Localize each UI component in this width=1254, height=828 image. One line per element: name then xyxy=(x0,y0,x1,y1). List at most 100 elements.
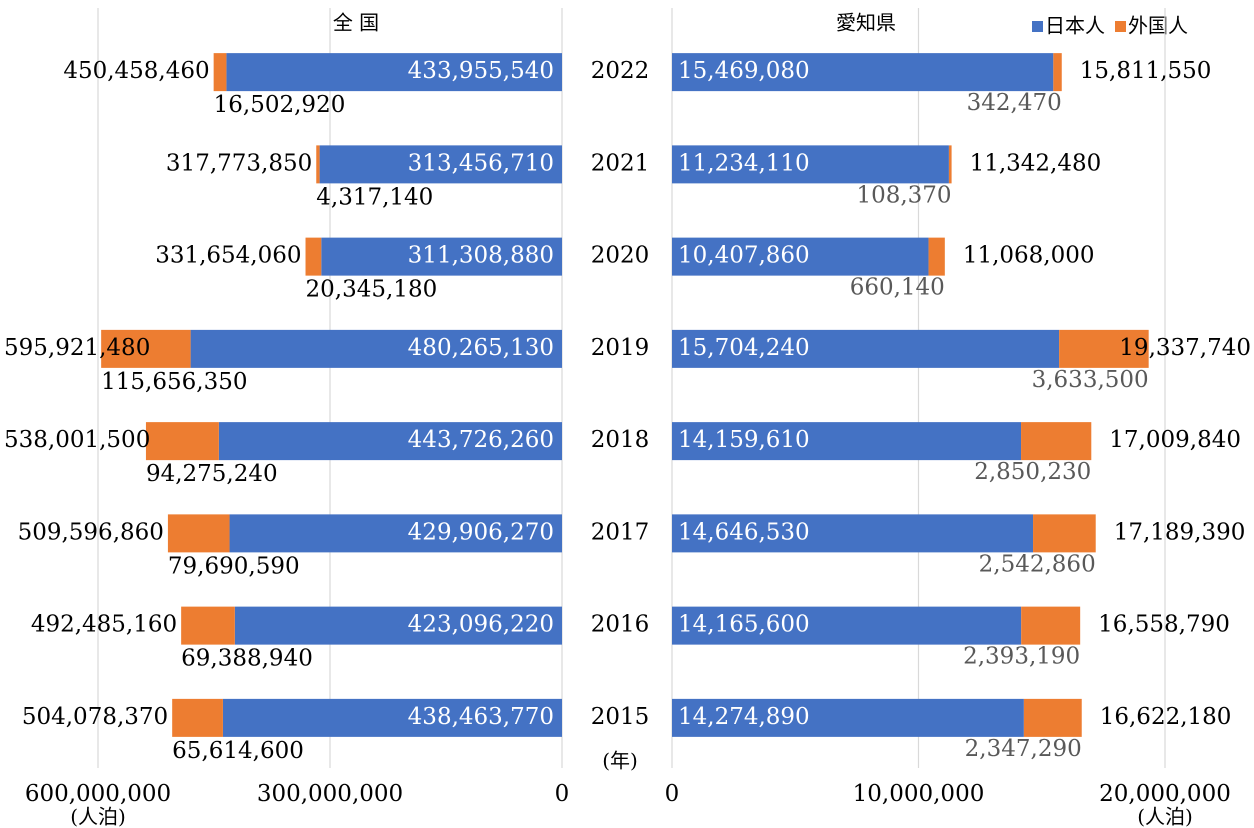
value-label: 14,646,530 xyxy=(678,519,810,545)
y-tick-label: 2017 xyxy=(591,519,650,545)
value-label: 94,275,240 xyxy=(146,461,278,487)
bar-segment xyxy=(948,145,952,184)
bar-segment xyxy=(1059,329,1149,368)
bar-segment xyxy=(305,237,322,276)
value-label: 433,955,540 xyxy=(408,58,554,84)
x-tick-label: 300,000,000 xyxy=(257,781,403,807)
total-label: 16,558,790 xyxy=(1098,612,1230,638)
y-tick-label: 2019 xyxy=(591,335,650,361)
total-label: 595,921,480 xyxy=(4,335,150,361)
y-tick-label: 2015 xyxy=(591,704,650,730)
total-label: 317,773,850 xyxy=(166,150,312,176)
bar-segment xyxy=(101,329,191,368)
value-label: 14,165,600 xyxy=(678,612,810,638)
bar-segment xyxy=(672,329,1060,368)
bar-segment xyxy=(1021,606,1081,645)
value-label: 11,234,110 xyxy=(678,150,810,176)
bar-segment xyxy=(672,53,1054,92)
value-label: 438,463,770 xyxy=(408,704,554,730)
total-label: 504,078,370 xyxy=(22,704,168,730)
value-label: 14,159,610 xyxy=(678,427,810,453)
x-axis-label: (人泊) xyxy=(70,805,126,828)
legend-label: 外国人 xyxy=(1128,14,1188,38)
value-label: 108,370 xyxy=(856,182,951,208)
bar-segment xyxy=(145,422,219,461)
value-label: 480,265,130 xyxy=(408,335,554,361)
total-label: 17,009,840 xyxy=(1109,427,1241,453)
bar-segment xyxy=(672,514,1034,553)
legend-swatch xyxy=(1032,21,1043,32)
total-label: 538,001,500 xyxy=(4,427,150,453)
bar-segment xyxy=(319,145,562,184)
y-tick-label: 2022 xyxy=(591,58,650,84)
panel-title: 愛知県 xyxy=(836,11,896,35)
bar-segment xyxy=(316,145,320,184)
value-label: 429,906,270 xyxy=(408,519,554,545)
value-label: 311,308,880 xyxy=(408,243,554,269)
total-label: 331,654,060 xyxy=(155,243,301,269)
total-label: 15,811,550 xyxy=(1080,58,1212,84)
y-axis-label: (年) xyxy=(602,749,638,773)
bar-segment xyxy=(190,329,562,368)
value-label: 15,704,240 xyxy=(678,335,810,361)
total-label: 19,337,740 xyxy=(1119,335,1251,361)
value-label: 2,393,190 xyxy=(963,644,1080,670)
x-tick-label: 10,000,000 xyxy=(853,781,985,807)
bar-segment xyxy=(1023,698,1082,737)
value-label: 2,347,290 xyxy=(965,736,1082,762)
bar-segment xyxy=(181,606,235,645)
value-label: 3,633,500 xyxy=(1032,367,1149,393)
value-label: 14,274,890 xyxy=(678,704,810,730)
value-label: 313,456,710 xyxy=(408,150,554,176)
bar-segment xyxy=(672,698,1024,737)
value-label: 660,140 xyxy=(850,275,945,301)
x-tick-label: 0 xyxy=(665,781,680,807)
x-tick-label: 0 xyxy=(555,781,570,807)
value-label: 115,656,350 xyxy=(101,369,247,395)
legend-label: 日本人 xyxy=(1045,14,1105,38)
bar-segment xyxy=(222,698,562,737)
bar-segment xyxy=(1033,514,1096,553)
total-label: 509,596,860 xyxy=(18,519,164,545)
value-label: 443,726,260 xyxy=(408,427,554,453)
value-label: 342,470 xyxy=(967,90,1062,116)
total-label: 492,485,160 xyxy=(31,612,177,638)
total-label: 11,068,000 xyxy=(963,243,1095,269)
x-tick-label: 20,000,000 xyxy=(1099,781,1231,807)
value-label: 2,850,230 xyxy=(974,459,1091,485)
x-axis-label: (人泊) xyxy=(1137,805,1193,828)
y-tick-label: 2020 xyxy=(591,243,650,269)
bar-segment xyxy=(321,237,562,276)
bar-segment xyxy=(167,514,230,553)
y-tick-label: 2021 xyxy=(591,150,650,176)
bar-segment xyxy=(672,422,1022,461)
value-label: 65,614,600 xyxy=(172,738,304,764)
bar-segment xyxy=(928,237,945,276)
total-label: 11,342,480 xyxy=(970,150,1102,176)
value-label: 10,407,860 xyxy=(678,243,810,269)
bar-segment xyxy=(218,422,563,461)
value-label: 16,502,920 xyxy=(214,92,346,118)
bar-segment xyxy=(672,237,929,276)
value-label: 20,345,180 xyxy=(306,277,438,303)
value-label: 15,469,080 xyxy=(678,58,810,84)
bar-segment xyxy=(1021,422,1092,461)
x-tick-label: 600,000,000 xyxy=(25,781,171,807)
y-tick-label: 2018 xyxy=(591,427,650,453)
total-label: 450,458,460 xyxy=(63,58,209,84)
value-label: 79,690,590 xyxy=(168,553,300,579)
value-label: 423,096,220 xyxy=(408,612,554,638)
value-label: 4,317,140 xyxy=(316,184,433,210)
y-tick-label: 2016 xyxy=(591,612,650,638)
bar-segment xyxy=(672,606,1022,645)
panel-title: 全 国 xyxy=(333,11,379,35)
bar-segment xyxy=(1053,53,1062,92)
bar-segment xyxy=(213,53,227,92)
bar-segment xyxy=(229,514,562,553)
bar-segment xyxy=(226,53,562,92)
value-label: 2,542,860 xyxy=(979,551,1096,577)
legend-swatch xyxy=(1115,21,1126,32)
value-label: 69,388,940 xyxy=(181,646,313,672)
total-label: 16,622,180 xyxy=(1100,704,1232,730)
